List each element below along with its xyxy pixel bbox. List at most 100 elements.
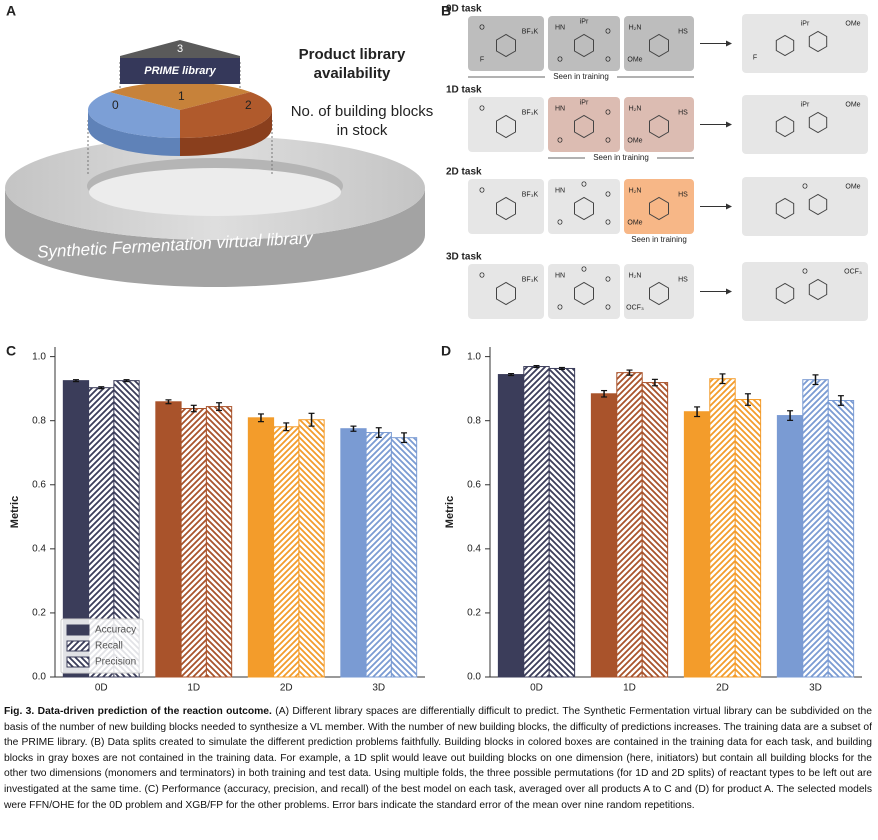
atom-label: H₂N <box>629 24 642 31</box>
structure-ring <box>775 282 795 305</box>
atom-label: O <box>802 268 808 275</box>
y-tick-label: 0.2 <box>467 608 481 619</box>
product-box <box>742 262 868 321</box>
reagent-box <box>624 97 694 152</box>
ring-wall <box>5 188 425 287</box>
atom-label: HS <box>678 109 688 116</box>
atom-label: OCF₃ <box>844 268 862 275</box>
error-bar <box>72 379 79 383</box>
structure-ring <box>496 281 516 306</box>
task-name: 3D task <box>446 252 482 263</box>
atom-label: iPr <box>801 20 810 27</box>
structure-ring <box>775 197 795 220</box>
disk-sector <box>109 81 251 110</box>
atom-label: OMe <box>627 56 642 63</box>
atom-label: O <box>581 181 587 188</box>
task-name: 1D task <box>446 85 482 96</box>
atom-label: HN <box>555 24 565 31</box>
atom-label: HN <box>555 105 565 112</box>
disk-sector <box>180 92 273 138</box>
arrow-head <box>726 203 732 210</box>
error-bar <box>123 379 130 383</box>
disk-wall <box>88 110 180 156</box>
x-tick-label: 3D <box>372 683 385 694</box>
atom-label: OMe <box>845 183 860 190</box>
legend-swatch <box>66 656 90 668</box>
error-bar <box>190 404 197 413</box>
sector-label: 1 <box>178 89 185 103</box>
x-tick-label: 2D <box>716 683 729 694</box>
atom-label: H₂N <box>629 187 642 194</box>
error-bar <box>601 389 608 398</box>
subheading: No. of building blocks <box>291 103 434 120</box>
atom-label: iPr <box>580 99 589 106</box>
reagent-box <box>468 264 544 319</box>
legend-label: Precision <box>95 657 136 668</box>
reagent-box <box>548 179 620 234</box>
reagent-box <box>624 16 694 71</box>
legend-swatch <box>66 624 90 636</box>
subheading: in stock <box>337 122 388 139</box>
error-bar <box>308 412 315 427</box>
x-tick-label: 1D <box>623 683 636 694</box>
task-name: 0D task <box>446 4 482 15</box>
atom-label: BF₃K <box>522 109 539 116</box>
atom-label: O <box>605 191 611 198</box>
y-tick-label: 0.4 <box>467 543 481 554</box>
error-bar <box>375 427 382 438</box>
atom-label: O <box>557 304 563 311</box>
arrow-head <box>726 288 732 295</box>
bar <box>776 415 804 678</box>
seen-label: Seen in training <box>553 72 609 81</box>
caption-label: Fig. 3. <box>4 706 35 717</box>
structure-ring <box>496 114 516 139</box>
bar <box>155 401 182 678</box>
task-name: 2D task <box>446 167 482 178</box>
caption-title: Data-driven prediction of the reaction o… <box>37 706 272 717</box>
y-tick-label: 0.4 <box>32 543 46 554</box>
seen-label: Seen in training <box>631 235 687 244</box>
structure-ring <box>649 281 669 306</box>
atom-label: O <box>605 56 611 63</box>
atom-label: OMe <box>845 101 860 108</box>
structure-ring <box>808 30 828 53</box>
error-bar <box>216 402 223 412</box>
bar <box>683 411 711 678</box>
atom-label: HN <box>555 272 565 279</box>
bar <box>497 374 525 678</box>
error-bar <box>401 432 408 444</box>
atom-label: HS <box>678 191 688 198</box>
atom-label: OMe <box>845 20 860 27</box>
bar <box>247 417 275 678</box>
caption: Fig. 3. Data-driven prediction of the re… <box>4 704 872 813</box>
structure-ring <box>775 115 795 138</box>
reagent-box <box>468 179 544 234</box>
y-tick-label: 0.2 <box>32 608 46 619</box>
error-bar <box>787 410 794 421</box>
heading: Product library <box>299 46 406 63</box>
disk-wall <box>180 110 272 156</box>
reagent-box <box>548 97 620 152</box>
error-bar <box>812 374 819 386</box>
disk-sector <box>87 92 180 138</box>
product-box <box>742 177 868 236</box>
reagent-box <box>548 16 620 71</box>
atom-label: F <box>753 54 757 61</box>
y-tick-label: 0.8 <box>32 415 46 426</box>
error-bar <box>98 386 105 390</box>
bar <box>390 437 418 678</box>
error-bar <box>350 425 357 432</box>
atom-label: BF₃K <box>522 191 539 198</box>
atom-label: OCF₃ <box>626 304 644 311</box>
legend-label: Recall <box>95 641 123 652</box>
structure-ring <box>574 196 594 221</box>
error-bar <box>694 406 701 418</box>
arrow-head <box>726 40 732 47</box>
reagent-box <box>468 16 544 71</box>
atom-label: O <box>557 137 563 144</box>
heading: availability <box>314 65 391 82</box>
bar <box>523 366 550 678</box>
atom-label: iPr <box>580 18 589 25</box>
error-bar <box>283 422 290 432</box>
